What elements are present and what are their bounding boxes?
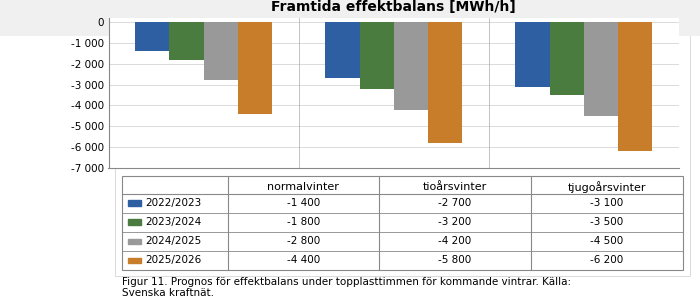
- Text: -5 800: -5 800: [438, 255, 472, 266]
- Text: -6 200: -6 200: [590, 255, 623, 266]
- Bar: [550, 22, 584, 95]
- Text: tioårsvinter: tioårsvinter: [423, 182, 487, 193]
- Title: Framtida effektbalans [MWh/h]: Framtida effektbalans [MWh/h]: [272, 0, 516, 14]
- Text: -2 700: -2 700: [438, 198, 472, 208]
- Text: -4 200: -4 200: [438, 236, 472, 246]
- Text: 2022/2023: 2022/2023: [146, 198, 202, 208]
- Text: tjugoårsvinter: tjugoårsvinter: [568, 182, 646, 194]
- Bar: [204, 22, 238, 80]
- Bar: [135, 22, 169, 51]
- Text: -3 200: -3 200: [438, 217, 472, 227]
- Bar: [428, 22, 462, 143]
- Bar: [326, 22, 360, 78]
- Text: 2024/2025: 2024/2025: [146, 236, 202, 246]
- Text: -3 500: -3 500: [590, 217, 623, 227]
- Text: normalvinter: normalvinter: [267, 182, 339, 193]
- Bar: [584, 22, 618, 116]
- Text: 2025/2026: 2025/2026: [146, 255, 202, 266]
- Bar: [393, 22, 428, 110]
- Text: 2023/2024: 2023/2024: [146, 217, 202, 227]
- Bar: [360, 22, 393, 89]
- Text: -1 800: -1 800: [287, 217, 320, 227]
- Bar: [515, 22, 550, 87]
- Bar: [618, 22, 652, 151]
- Text: -4 400: -4 400: [287, 255, 320, 266]
- Bar: [169, 22, 204, 60]
- Text: -3 100: -3 100: [590, 198, 623, 208]
- Bar: [238, 22, 272, 114]
- Text: Figur 11. Prognos för effektbalans under topplasttimmen för kommande vintrar. Kä: Figur 11. Prognos för effektbalans under…: [122, 277, 572, 298]
- Text: -1 400: -1 400: [287, 198, 320, 208]
- Text: -4 500: -4 500: [590, 236, 623, 246]
- Text: -2 800: -2 800: [287, 236, 320, 246]
